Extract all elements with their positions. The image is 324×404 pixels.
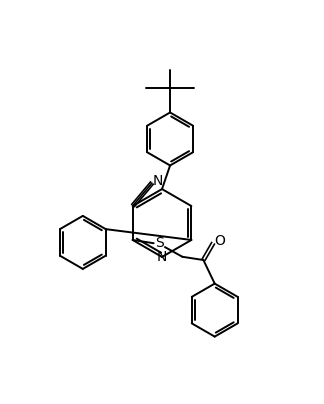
Text: S: S xyxy=(155,236,164,250)
Text: N: N xyxy=(157,250,167,264)
Text: O: O xyxy=(214,234,225,248)
Text: N: N xyxy=(153,174,163,188)
